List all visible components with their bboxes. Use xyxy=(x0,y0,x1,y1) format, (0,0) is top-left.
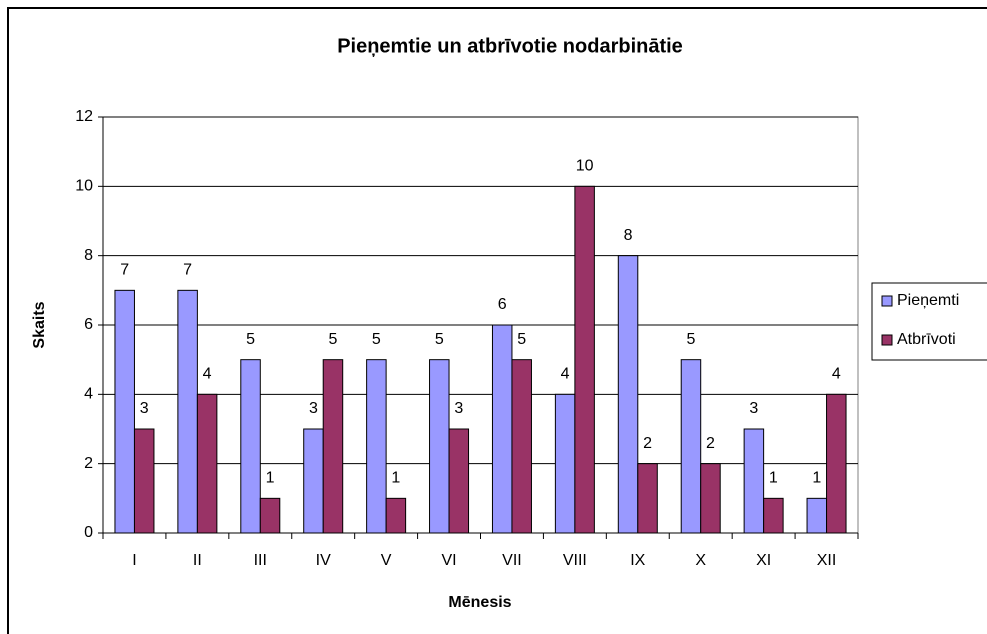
data-label: 3 xyxy=(309,400,318,417)
x-axis-label: Mēnesis xyxy=(448,594,511,611)
bar xyxy=(133,428,155,534)
x-tick-label: VI xyxy=(441,552,456,569)
x-tick-label: I xyxy=(132,552,136,569)
bar xyxy=(240,359,261,534)
data-label: 4 xyxy=(832,366,841,383)
data-label: 5 xyxy=(329,331,338,348)
x-tick-label: II xyxy=(193,552,202,569)
bar xyxy=(743,428,765,534)
y-tick-label: 8 xyxy=(84,247,93,264)
x-tick-label: IX xyxy=(630,552,645,569)
data-label: 7 xyxy=(120,262,129,279)
bar xyxy=(385,497,407,534)
data-label: 5 xyxy=(687,331,696,348)
data-label: 3 xyxy=(454,400,463,417)
data-label: 1 xyxy=(391,470,400,487)
bar xyxy=(700,463,721,534)
bar xyxy=(322,359,344,534)
bar xyxy=(574,185,595,534)
bar xyxy=(429,359,450,534)
x-tick-label: VIII xyxy=(563,552,587,569)
data-label: 10 xyxy=(576,158,594,175)
bar xyxy=(114,289,135,534)
data-label: 1 xyxy=(769,470,778,487)
legend-swatch xyxy=(881,295,893,307)
data-label: 1 xyxy=(812,470,821,487)
data-label: 6 xyxy=(498,296,507,313)
data-label: 1 xyxy=(266,470,275,487)
bar xyxy=(196,393,218,534)
bar xyxy=(177,289,198,534)
bar xyxy=(826,393,847,534)
data-label: 3 xyxy=(749,400,758,417)
data-label: 5 xyxy=(372,331,381,348)
bar xyxy=(303,428,324,534)
bar xyxy=(259,497,281,534)
data-label: 4 xyxy=(561,366,570,383)
legend-label: Pieņemti xyxy=(897,292,959,309)
bar xyxy=(448,428,470,534)
data-label: 3 xyxy=(140,400,149,417)
bar xyxy=(491,324,513,534)
data-label: 5 xyxy=(517,331,526,348)
data-label: 4 xyxy=(203,366,212,383)
data-label: 2 xyxy=(643,435,652,452)
legend-swatch xyxy=(881,334,893,346)
data-label: 8 xyxy=(624,227,633,244)
bar xyxy=(637,463,658,534)
x-tick-label: XI xyxy=(756,552,771,569)
y-tick-label: 0 xyxy=(84,524,93,541)
bar xyxy=(617,255,639,534)
x-tick-label: III xyxy=(254,552,267,569)
y-tick-label: 10 xyxy=(75,178,93,195)
data-label: 2 xyxy=(706,435,715,452)
data-label: 5 xyxy=(246,331,255,348)
legend-label: Atbrīvoti xyxy=(897,331,956,348)
x-tick-label: X xyxy=(695,552,706,569)
data-label: 7 xyxy=(183,262,192,279)
bar xyxy=(554,393,576,534)
x-tick-label: IV xyxy=(316,552,331,569)
bar xyxy=(806,497,828,534)
bar xyxy=(511,359,532,534)
bar xyxy=(366,359,387,534)
chart-title: Pieņemtie un atbrīvotie nodarbinātie xyxy=(337,35,683,57)
y-tick-label: 12 xyxy=(75,108,93,125)
data-label: 5 xyxy=(435,331,444,348)
y-tick-label: 2 xyxy=(84,455,93,472)
x-tick-label: V xyxy=(381,552,392,569)
y-tick-label: 6 xyxy=(84,316,93,333)
x-tick-label: XII xyxy=(817,552,837,569)
bar xyxy=(763,497,784,534)
y-axis-label: Skaits xyxy=(31,301,48,348)
y-tick-label: 4 xyxy=(84,386,93,403)
x-tick-label: VII xyxy=(502,552,522,569)
bar xyxy=(680,359,702,534)
